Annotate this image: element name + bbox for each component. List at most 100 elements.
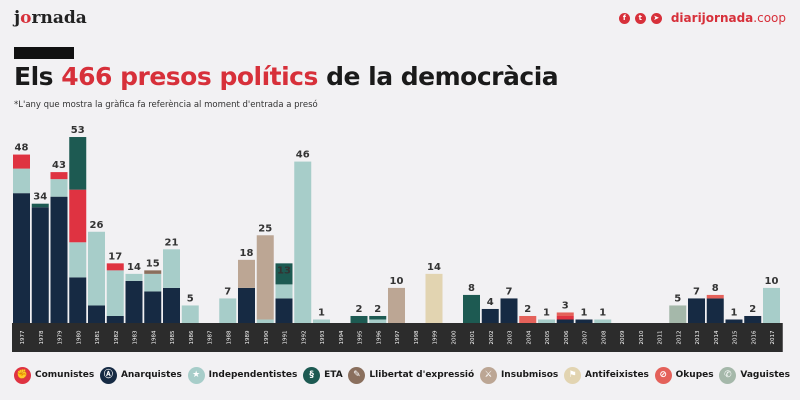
site-link-bold: diarijornada <box>670 11 754 25</box>
bar-segment-eta-1995[interactable] <box>350 315 368 323</box>
bar-segment-anarquistes-2002[interactable] <box>481 308 499 323</box>
bar-segment-independentistes-1985[interactable] <box>163 249 180 288</box>
x-tick-label-1982: 1982 <box>114 331 120 345</box>
bar-segment-anarquistes-2007[interactable] <box>575 319 593 323</box>
bar-segment-independentistes-1996[interactable] <box>369 319 387 323</box>
bar-segment-independentistes-1977[interactable] <box>13 168 30 194</box>
bar-segment-independentistes-1991[interactable] <box>275 284 293 299</box>
legend-item-vaguistes[interactable]: ✆ Vaguistes <box>719 366 790 384</box>
bar-segment-vaguistes-2012[interactable] <box>669 305 687 323</box>
site-link[interactable]: diarijornada.coop <box>671 11 786 25</box>
bar-segment-anarquistes-2006[interactable] <box>556 319 574 323</box>
bar-segment-insubmisos-1990[interactable] <box>256 235 274 320</box>
facebook-icon[interactable]: f <box>618 12 630 24</box>
x-tick-label-1994: 1994 <box>339 330 345 344</box>
legend-item-okupes[interactable]: ⊘ Okupes <box>654 366 714 384</box>
bar-segment-anarquistes-1982[interactable] <box>106 315 124 323</box>
bar-segment-independentistes-1981[interactable] <box>88 231 105 306</box>
bar-segment-independentistes-1992[interactable] <box>294 161 312 323</box>
bar-segment-comunistes-1977[interactable] <box>13 154 30 169</box>
x-tick-label-2008: 2008 <box>601 330 607 344</box>
bar-segment-anarquistes-2003[interactable] <box>500 298 518 323</box>
legend-item-eta[interactable]: § ETA <box>303 366 343 384</box>
bar-segment-independentistes-2008[interactable] <box>594 319 612 323</box>
x-tick-label-2004: 2004 <box>526 330 532 344</box>
bar-segment-independentistes-1980[interactable] <box>69 242 87 278</box>
legend-item-anarquistes[interactable]: Ⓐ Anarquistes <box>99 366 182 384</box>
legend-item-comunistes[interactable]: ✊ Comunistes <box>14 366 94 384</box>
bar-segment-comunistes-1982[interactable] <box>106 263 124 271</box>
bar-total-label-1999: 14 <box>427 262 441 273</box>
bar-segment-okupes-2006[interactable] <box>556 312 574 316</box>
bar-segment-insubmisos-1997[interactable] <box>388 287 405 323</box>
x-tick-label-2017: 2017 <box>770 330 776 344</box>
bar-segment-llibertat-d-expressio-1984[interactable] <box>144 270 162 274</box>
telegram-icon[interactable]: ➤ <box>650 12 662 24</box>
star-flag-icon: ★ <box>187 366 205 384</box>
x-tick-label-2003: 2003 <box>508 330 514 344</box>
legend-item-antifeixistes[interactable]: ⚑ Antifeixistes <box>564 366 649 384</box>
x-tick-label-1988: 1988 <box>226 330 232 344</box>
bar-segment-insubmisos-1989[interactable] <box>238 259 255 288</box>
bar-segment-okupes-2014[interactable] <box>706 294 724 299</box>
x-tick-label-2012: 2012 <box>676 331 682 345</box>
bar-segment-anarquistes-1989[interactable] <box>238 287 255 323</box>
bar-segment-anarquistes-1985[interactable] <box>163 287 180 323</box>
legend-label: Antifeixistes <box>585 370 649 380</box>
bar-segment-okupes-2004[interactable] <box>519 315 537 323</box>
bar-segment-anarquistes-1983[interactable] <box>125 280 143 323</box>
okupa-icon: ⊘ <box>654 366 672 384</box>
bar-segment-independentistes-2017[interactable] <box>763 287 780 323</box>
bar-segment-eta-2001[interactable] <box>463 294 480 323</box>
bar-segment-independentistes-1990[interactable] <box>256 319 274 323</box>
bar-segment-anarquistes-1991[interactable] <box>275 298 293 323</box>
bar-segment-anarquistes-1981[interactable] <box>88 305 105 323</box>
legend-label: Okupes <box>675 370 714 380</box>
bar-segment-independentistes-2005[interactable] <box>538 319 555 323</box>
bar-segment-comunistes-2006[interactable] <box>556 315 574 320</box>
bar-segment-anarquistes-1977[interactable] <box>13 193 30 323</box>
bar-segment-anarquistes-2014[interactable] <box>706 298 724 323</box>
bar-segment-comunistes-1980[interactable] <box>69 189 87 243</box>
legend-item-insubmisos[interactable]: ⚔ Insubmisos <box>479 366 558 384</box>
bar-segment-independentistes-1993[interactable] <box>313 319 330 323</box>
legend-item-llibertat-d-expressio[interactable]: ✎ Llibertat d'expressió <box>348 366 474 384</box>
x-tick-label-1991: 1991 <box>283 331 289 345</box>
bar-segment-independentistes-1979[interactable] <box>50 179 68 197</box>
x-tick-label-1990: 1990 <box>264 330 270 344</box>
fist-icon: ✊ <box>14 366 31 384</box>
x-tick-label-1983: 1983 <box>133 330 139 344</box>
bar-segment-comunistes-1979[interactable] <box>50 172 68 180</box>
jornada-logo[interactable]: jornada <box>14 8 87 28</box>
bar-segment-anarquistes-2016[interactable] <box>744 315 762 323</box>
bar-segment-independentistes-1983[interactable] <box>125 273 143 281</box>
bar-segment-anarquistes-1978[interactable] <box>31 207 49 323</box>
bar-total-label-2017: 10 <box>765 276 779 287</box>
bar-segment-independentistes-1984[interactable] <box>144 273 162 292</box>
bar-total-label-2014: 8 <box>712 283 719 294</box>
bar-segment-anarquistes-1984[interactable] <box>144 291 162 323</box>
bar-segment-independentistes-1982[interactable] <box>106 270 124 316</box>
x-tick-label-2010: 2010 <box>639 330 645 344</box>
logo-text-start: j <box>14 8 21 28</box>
bar-total-label-1997: 10 <box>390 276 404 287</box>
bar-segment-anarquistes-1979[interactable] <box>50 196 68 323</box>
title-before: Els <box>14 62 62 91</box>
bar-segment-eta-1991[interactable] <box>275 263 293 285</box>
bar-segment-anarquistes-2015[interactable] <box>725 319 743 323</box>
bar-segment-eta-1996[interactable] <box>369 315 387 320</box>
bar-segment-anarquistes-2013[interactable] <box>688 298 705 323</box>
bar-segment-eta-1980[interactable] <box>69 137 87 190</box>
legend-label: ETA <box>324 370 343 380</box>
bar-segment-independentistes-1986[interactable] <box>181 305 199 323</box>
legend-item-independentistes[interactable]: ★ Independentistes <box>187 366 297 384</box>
x-tick-label-1985: 1985 <box>170 330 176 344</box>
twitter-icon[interactable]: t <box>634 12 646 24</box>
x-tick-label-2013: 2013 <box>695 330 701 344</box>
bar-segment-independentistes-1988[interactable] <box>219 298 237 323</box>
bar-segment-antifeixistes-1999[interactable] <box>425 273 443 323</box>
x-tick-label-2015: 2015 <box>733 330 739 344</box>
bar-total-label-1977: 48 <box>15 143 29 154</box>
bar-segment-eta-1978[interactable] <box>31 203 49 208</box>
bar-segment-anarquistes-1980[interactable] <box>69 277 87 323</box>
